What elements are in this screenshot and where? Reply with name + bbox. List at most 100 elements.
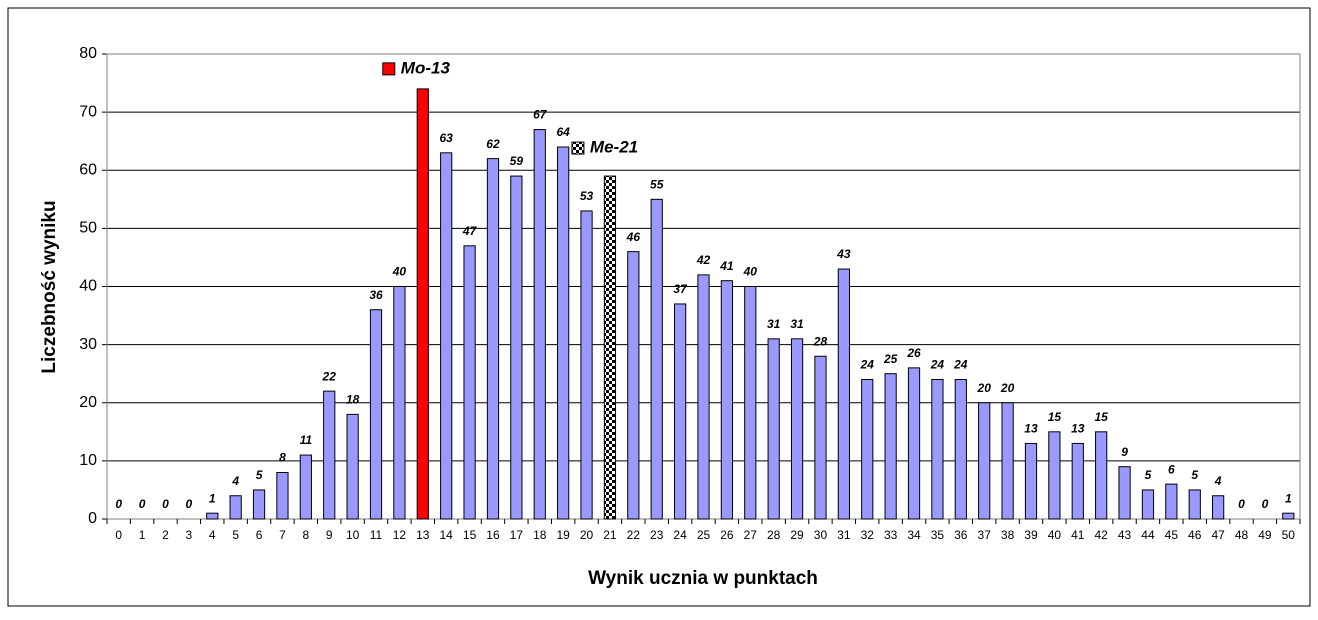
value-label: 0 [1238,497,1245,511]
x-tick-label: 33 [884,528,898,542]
bar [1212,495,1225,520]
bar [1071,442,1084,520]
x-tick-label: 17 [510,528,524,542]
value-label: 5 [1191,468,1198,482]
x-tick-label: 36 [954,528,968,542]
bar [1024,442,1038,520]
value-label: 11 [300,433,313,447]
value-label: 18 [346,393,360,407]
bar [697,274,710,520]
value-label: 8 [279,451,286,465]
value-label: 47 [462,224,478,238]
x-tick-label: 29 [790,528,804,542]
x-tick-label: 11 [370,528,383,542]
y-tick-label: 40 [79,278,97,295]
x-tick-label: 19 [556,528,570,542]
value-label: 24 [860,358,875,372]
bar [837,268,850,520]
y-tick-label: 60 [79,161,97,178]
value-label: 24 [953,358,968,372]
x-tick-label: 47 [1211,528,1225,542]
bar [1001,402,1014,520]
x-tick-label: 14 [440,528,454,542]
x-tick-label: 35 [931,528,945,542]
bar [650,198,663,520]
value-label: 67 [533,108,548,122]
bar [627,251,640,520]
x-tick-label: 40 [1048,528,1062,542]
value-label: 1 [209,491,216,505]
bar [744,286,757,520]
bar [720,280,734,520]
x-tick-label: 4 [209,528,216,542]
x-tick-label: 37 [978,528,992,542]
y-tick-label: 10 [79,452,97,469]
x-tick-label: 38 [1001,528,1015,542]
bar [673,303,687,520]
value-label: 6 [1168,462,1175,476]
value-label: 64 [556,125,570,139]
value-label: 31 [767,317,781,331]
bar [861,379,874,520]
x-tick-label: 18 [533,528,547,542]
bar [463,245,476,520]
bar [486,158,500,520]
bar [1188,489,1201,520]
bar [1141,489,1155,520]
bar [1048,431,1061,520]
x-tick-label: 23 [650,528,664,542]
bar [884,373,897,520]
x-tick-label: 46 [1188,528,1202,542]
x-tick-label: 1 [139,528,146,542]
x-tick-label: 26 [720,528,734,542]
x-tick-label: 44 [1141,528,1155,542]
x-tick-label: 22 [627,528,641,542]
x-tick-label: 6 [256,528,263,542]
y-tick-label: 30 [79,336,97,353]
bar [346,413,359,520]
bar [954,379,967,520]
x-tick-label: 28 [767,528,781,542]
value-label: 0 [115,497,122,511]
value-label: 37 [673,282,688,296]
x-tick-label: 48 [1235,528,1249,542]
x-tick-label: 34 [907,528,921,542]
x-tick-label: 10 [346,528,360,542]
bar [603,175,617,520]
value-label: 42 [696,253,711,267]
x-tick-label: 30 [814,528,828,542]
bar [299,454,312,520]
value-label: 13 [1071,422,1085,436]
x-tick-label: 12 [393,528,407,542]
value-label: 15 [1094,410,1108,424]
value-label: 15 [1048,410,1062,424]
value-label: 20 [1000,381,1015,395]
bar [1282,512,1295,520]
bar [557,146,570,520]
bar [907,367,921,520]
bar [790,338,804,520]
bar [323,390,336,520]
bar [206,512,219,520]
bar [252,489,266,520]
x-tick-label: 24 [673,528,687,542]
x-tick-label: 13 [416,528,430,542]
value-label: 41 [719,259,734,273]
x-tick-label: 43 [1118,528,1132,542]
x-tick-label: 45 [1165,528,1179,542]
annotation: Me-21 [590,138,638,157]
value-label: 40 [392,265,407,279]
value-label: 0 [186,497,193,511]
x-tick-label: 49 [1258,528,1272,542]
value-label: 20 [977,381,992,395]
value-label: 24 [930,358,945,372]
x-tick-label: 32 [861,528,875,542]
bar [1165,483,1178,520]
value-label: 0 [162,497,169,511]
bar [1095,431,1108,520]
x-tick-label: 21 [603,528,617,542]
value-label: 0 [139,497,146,511]
x-tick-label: 25 [697,528,711,542]
annotation: Mo-13 [401,58,451,77]
